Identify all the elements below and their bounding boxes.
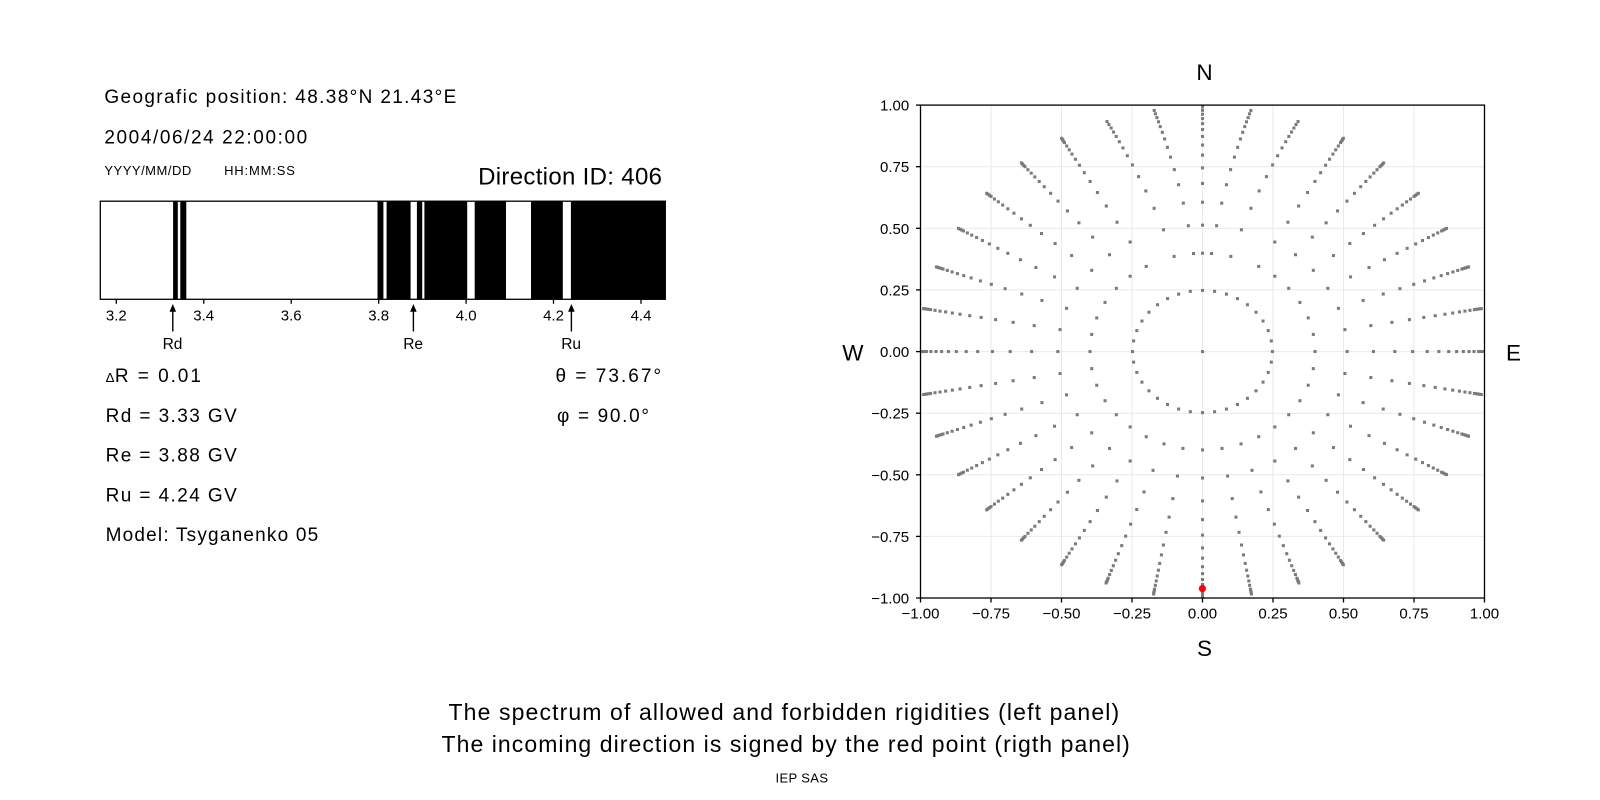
svg-text:0.75: 0.75	[880, 159, 909, 176]
svg-text:3.6: 3.6	[281, 308, 302, 325]
svg-text:−0.75: −0.75	[871, 529, 909, 546]
svg-text:2004/06/24 22:00:00: 2004/06/24 22:00:00	[104, 128, 308, 149]
svg-text:3.8: 3.8	[368, 308, 389, 325]
svg-text:W: W	[842, 340, 864, 365]
svg-text:0.50: 0.50	[1329, 606, 1358, 623]
svg-text:4.4: 4.4	[631, 308, 652, 325]
svg-text:1.00: 1.00	[880, 98, 909, 115]
svg-text:HH:MM:SS: HH:MM:SS	[224, 163, 296, 178]
svg-text:E: E	[1506, 340, 1521, 365]
svg-text:−0.25: −0.25	[871, 406, 909, 423]
svg-text:0.25: 0.25	[880, 282, 909, 299]
svg-text:−1.00: −1.00	[902, 606, 940, 623]
svg-text:0.00: 0.00	[880, 344, 909, 361]
svg-text:0.50: 0.50	[880, 221, 909, 238]
svg-text:Ru: Ru	[561, 336, 581, 353]
svg-text:φ = 90.0°: φ = 90.0°	[557, 406, 651, 427]
svg-text:0.75: 0.75	[1399, 606, 1428, 623]
svg-text:−0.50: −0.50	[1043, 606, 1081, 623]
svg-text:The spectrum of allowed and fo: The spectrum of allowed and forbidden ri…	[449, 699, 1121, 725]
svg-text:−0.25: −0.25	[1113, 606, 1151, 623]
svg-text:4.2: 4.2	[543, 308, 564, 325]
svg-text:N: N	[1196, 60, 1212, 85]
svg-text:4.0: 4.0	[456, 308, 477, 325]
svg-text:YYYY/MM/DD: YYYY/MM/DD	[104, 163, 191, 178]
svg-text:R = 0.01: R = 0.01	[115, 366, 203, 387]
svg-text:IEP SAS: IEP SAS	[776, 771, 829, 786]
svg-text:0.25: 0.25	[1258, 606, 1287, 623]
svg-text:Re = 3.88 GV: Re = 3.88 GV	[106, 446, 239, 467]
svg-text:−0.75: −0.75	[972, 606, 1010, 623]
svg-text:0.00: 0.00	[1188, 606, 1217, 623]
svg-text:1.00: 1.00	[1470, 606, 1499, 623]
svg-text:Geografic position: 48.38°N 21: Geografic position: 48.38°N 21.43°E	[104, 87, 457, 108]
svg-text:Δ: Δ	[106, 370, 115, 385]
svg-text:Direction ID: 406: Direction ID: 406	[478, 164, 662, 191]
svg-text:Re: Re	[403, 336, 423, 353]
svg-text:Rd = 3.33 GV: Rd = 3.33 GV	[106, 406, 239, 427]
svg-text:S: S	[1197, 636, 1212, 661]
svg-text:−1.00: −1.00	[871, 591, 909, 608]
svg-text:3.4: 3.4	[193, 308, 214, 325]
svg-text:The incoming direction is sign: The incoming direction is signed by the …	[442, 731, 1131, 757]
svg-text:Model: Tsyganenko 05: Model: Tsyganenko 05	[106, 525, 320, 546]
svg-text:Ru = 4.24 GV: Ru = 4.24 GV	[106, 485, 239, 506]
svg-text:3.2: 3.2	[106, 308, 127, 325]
svg-text:−0.50: −0.50	[871, 467, 909, 484]
svg-text:θ = 73.67°: θ = 73.67°	[556, 366, 664, 387]
svg-text:Rd: Rd	[163, 336, 183, 353]
